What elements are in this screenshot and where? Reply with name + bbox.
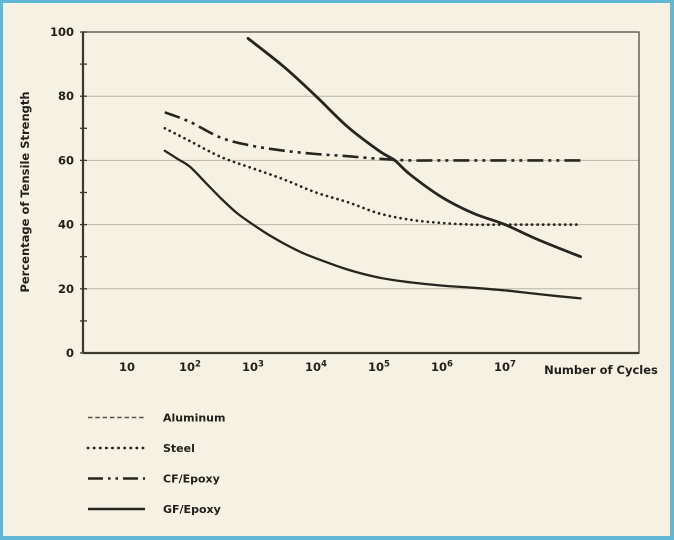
x-tick-base: 10 (179, 360, 195, 374)
x-tick-base: 10 (431, 360, 447, 374)
x-tick-base: 10 (305, 360, 321, 374)
plot-frame (82, 31, 640, 354)
y-tick-label: 80 (58, 89, 74, 103)
x-tick-exponent: 6 (447, 360, 453, 370)
y-axis-title: Percentage of Tensile Strength (18, 91, 32, 292)
x-tick-exponent: 3 (258, 360, 264, 370)
x-axis-title: Number of Cycles (544, 363, 658, 377)
x-tick-base: 10 (119, 360, 135, 374)
x-tick-exponent: 2 (195, 360, 201, 370)
series-line-cf-epoxy (164, 111, 581, 162)
legend-label-cf-epoxy: CF/Epoxy (163, 473, 220, 486)
x-tick-base: 10 (242, 360, 258, 374)
x-tick-base: 10 (494, 360, 510, 374)
x-tick-exponent: 5 (384, 360, 390, 370)
x-tick-exponent: 4 (321, 360, 327, 370)
x-tick-label: 104 (305, 360, 327, 375)
x-tick-exponent: 7 (510, 360, 516, 370)
series-line-aluminum (163, 149, 582, 300)
legend-label-aluminum: Aluminum (163, 412, 225, 425)
legend-label-gf-epoxy: GF/Epoxy (163, 503, 221, 516)
y-tick-label: 60 (58, 153, 74, 167)
x-tick-label: 105 (368, 360, 390, 375)
y-tick-label: 40 (58, 218, 74, 232)
x-tick-label: 107 (494, 360, 516, 375)
legend-label-steel: Steel (163, 442, 195, 455)
y-tick-label: 100 (50, 25, 74, 39)
x-tick-label: 106 (431, 360, 453, 375)
x-tick-label: 10 (119, 360, 135, 374)
y-tick-label: 0 (66, 346, 74, 360)
x-tick-label: 102 (179, 360, 201, 375)
series-line-steel (163, 126, 582, 227)
series-line-gf-epoxy (246, 37, 582, 259)
x-tick-base: 10 (368, 360, 384, 374)
y-tick-label: 20 (58, 282, 74, 296)
x-tick-label: 103 (242, 360, 264, 375)
